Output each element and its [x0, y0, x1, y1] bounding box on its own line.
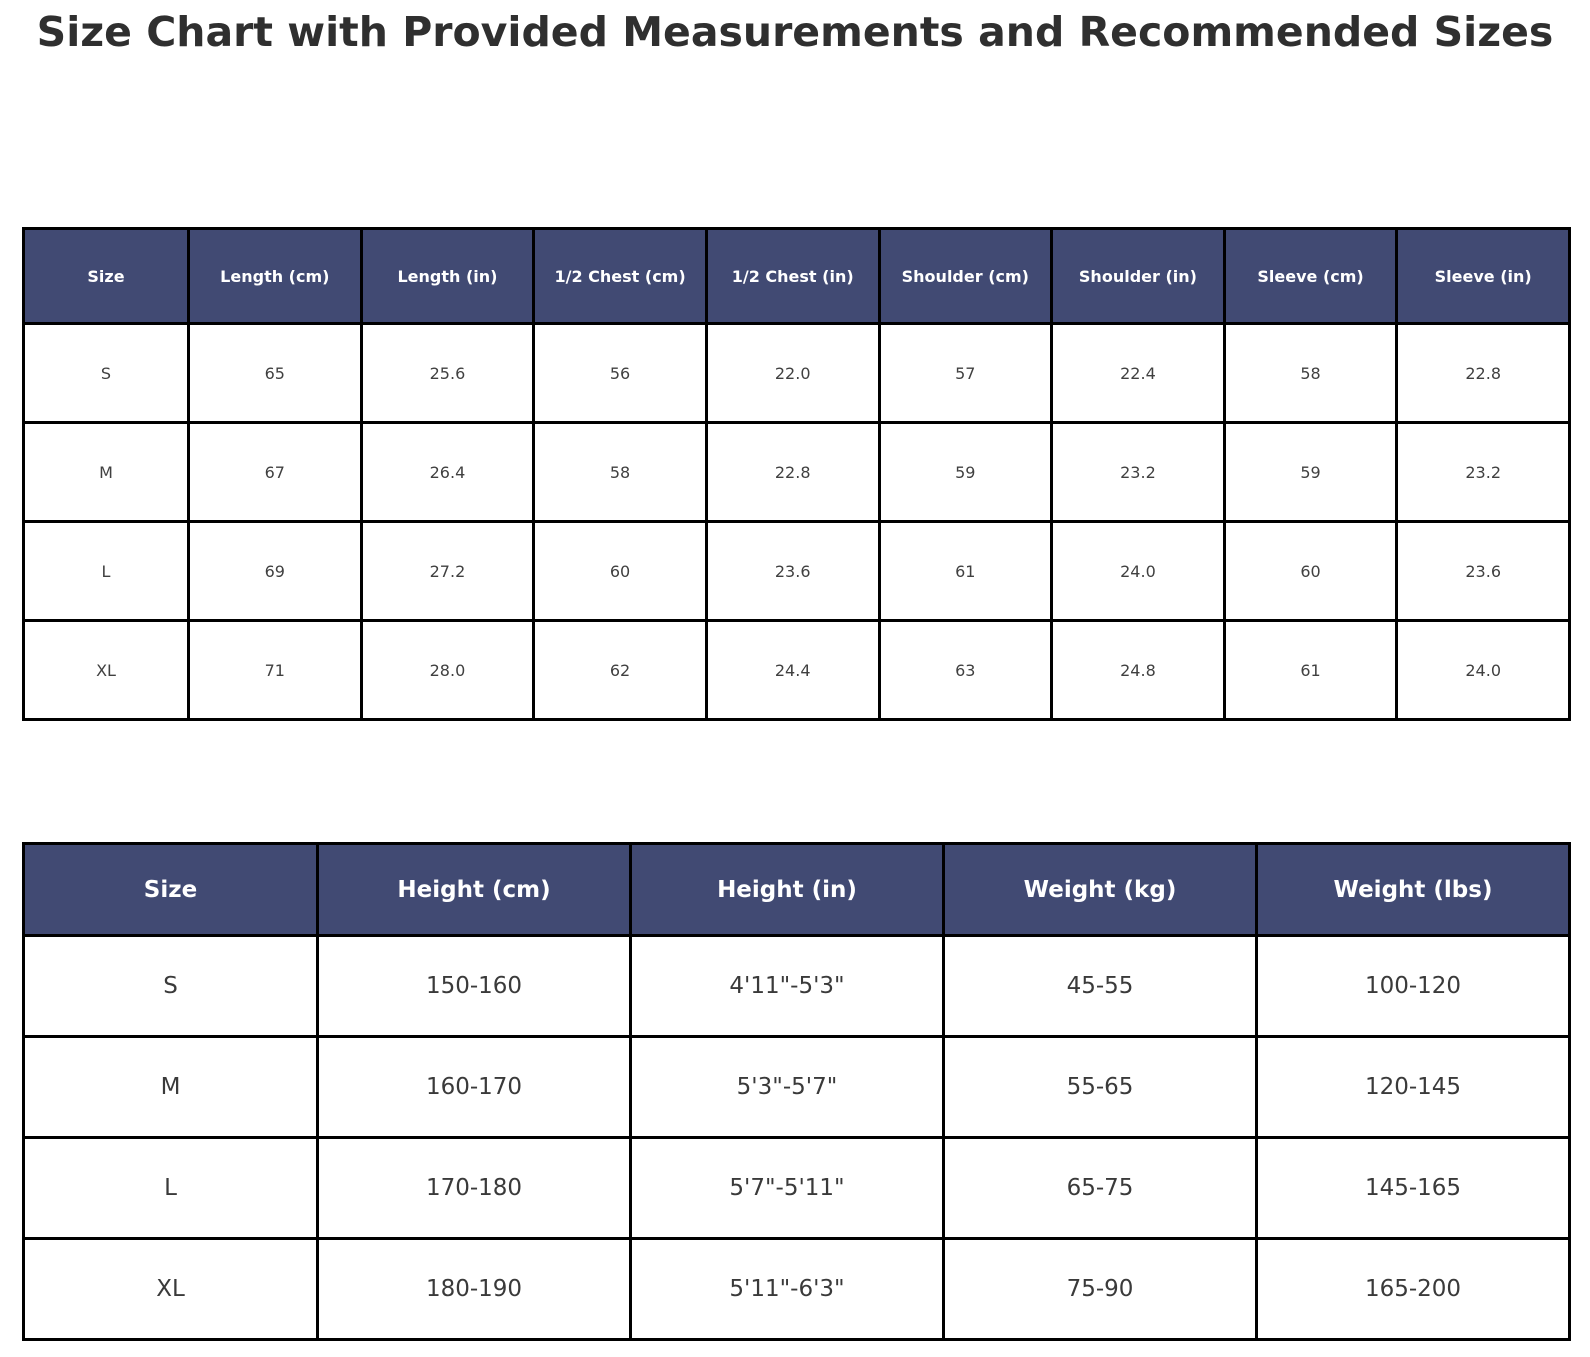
size-cell: M	[22, 421, 190, 523]
value-cell: 26.4	[359, 421, 536, 523]
size-cell: M	[22, 1035, 319, 1139]
column-header: Length (in)	[359, 227, 536, 325]
value-cell: 60	[1222, 520, 1399, 622]
value-cell: 160-170	[316, 1035, 632, 1139]
value-cell: 59	[877, 421, 1054, 523]
value-cell: 22.8	[704, 421, 881, 523]
column-header: Shoulder (in)	[1050, 227, 1226, 325]
value-cell: 4'11"-5'3"	[629, 934, 945, 1038]
value-cell: 24.0	[1395, 619, 1571, 721]
value-cell: 180-190	[316, 1237, 632, 1341]
value-cell: 65-75	[942, 1136, 1258, 1240]
value-cell: 61	[1222, 619, 1399, 721]
value-cell: 57	[877, 322, 1054, 424]
value-cell: 24.8	[1050, 619, 1226, 721]
value-cell: 71	[187, 619, 363, 721]
value-cell: 5'7"-5'11"	[629, 1136, 945, 1240]
size-cell: XL	[22, 619, 190, 721]
header-row: Size Height (cm) Height (in) Weight (kg) Wei…	[22, 842, 1571, 937]
value-cell: 23.2	[1395, 421, 1571, 523]
table-row: S 150-160 4'11"-5'3" 45-55 100-120	[22, 934, 1571, 1038]
value-cell: 63	[877, 619, 1054, 721]
column-header: Weight (kg)	[942, 842, 1258, 937]
value-cell: 5'3"-5'7"	[629, 1035, 945, 1139]
size-cell: L	[22, 1136, 319, 1240]
value-cell: 25.6	[359, 322, 536, 424]
header-row: Size Length (cm) Length (in) 1/2 Chest (cm)…	[22, 227, 1571, 325]
column-header: Weight (lbs)	[1255, 842, 1571, 937]
value-cell: 61	[877, 520, 1054, 622]
column-header: Size	[22, 227, 190, 325]
column-header: Height (in)	[629, 842, 945, 937]
value-cell: 65	[187, 322, 363, 424]
table-row: XL 180-190 5'11"-6'3" 75-90 165-200	[22, 1237, 1571, 1341]
value-cell: 22.8	[1395, 322, 1571, 424]
value-cell: 145-165	[1255, 1136, 1571, 1240]
value-cell: 27.2	[359, 520, 536, 622]
value-cell: 28.0	[359, 619, 536, 721]
size-cell: S	[22, 934, 319, 1038]
value-cell: 55-65	[942, 1035, 1258, 1139]
size-cell: L	[22, 520, 190, 622]
column-header: Size	[22, 842, 319, 937]
measurements-table: Size Length (cm) Length (in) 1/2 Chest (cm)…	[22, 227, 1571, 721]
table-row: XL 71 28.0 62 24.4 63 24.8 61 24.0	[22, 619, 1571, 721]
column-header: 1/2 Chest (cm)	[532, 227, 708, 325]
value-cell: 100-120	[1255, 934, 1571, 1038]
column-header: Length (cm)	[187, 227, 363, 325]
value-cell: 23.6	[1395, 520, 1571, 622]
column-header: 1/2 Chest (in)	[704, 227, 881, 325]
column-header: Sleeve (cm)	[1222, 227, 1399, 325]
measurements-table-header: Size Length (cm) Length (in) 1/2 Chest (cm)…	[22, 227, 1571, 325]
table-row: M 67 26.4 58 22.8 59 23.2 59 23.2	[22, 421, 1571, 523]
value-cell: 58	[532, 421, 708, 523]
value-cell: 24.0	[1050, 520, 1226, 622]
value-cell: 150-160	[316, 934, 632, 1038]
page-title: Size Chart with Provided Measurements an…	[36, 8, 1554, 56]
value-cell: 23.2	[1050, 421, 1226, 523]
table-row: L 170-180 5'7"-5'11" 65-75 145-165	[22, 1136, 1571, 1240]
recommended-sizes-table: Size Height (cm) Height (in) Weight (kg) Wei…	[22, 842, 1571, 1341]
value-cell: 69	[187, 520, 363, 622]
value-cell: 5'11"-6'3"	[629, 1237, 945, 1341]
value-cell: 120-145	[1255, 1035, 1571, 1139]
value-cell: 165-200	[1255, 1237, 1571, 1341]
value-cell: 67	[187, 421, 363, 523]
value-cell: 75-90	[942, 1237, 1258, 1341]
column-header: Shoulder (cm)	[877, 227, 1054, 325]
recommended-sizes-table-body: S 150-160 4'11"-5'3" 45-55 100-120 M 160-170 5'…	[22, 934, 1571, 1341]
value-cell: 170-180	[316, 1136, 632, 1240]
value-cell: 60	[532, 520, 708, 622]
recommended-sizes-table-header: Size Height (cm) Height (in) Weight (kg) Wei…	[22, 842, 1571, 937]
table-row: M 160-170 5'3"-5'7" 55-65 120-145	[22, 1035, 1571, 1139]
size-cell: S	[22, 322, 190, 424]
value-cell: 45-55	[942, 934, 1258, 1038]
measurements-table-body: S 65 25.6 56 22.0 57 22.4 58 22.8 M 67 26.4 58 22.8 59…	[22, 322, 1571, 721]
size-cell: XL	[22, 1237, 319, 1341]
value-cell: 23.6	[704, 520, 881, 622]
value-cell: 24.4	[704, 619, 881, 721]
column-header: Sleeve (in)	[1395, 227, 1571, 325]
value-cell: 59	[1222, 421, 1399, 523]
value-cell: 22.4	[1050, 322, 1226, 424]
table-row: S 65 25.6 56 22.0 57 22.4 58 22.8	[22, 322, 1571, 424]
table-row: L 69 27.2 60 23.6 61 24.0 60 23.6	[22, 520, 1571, 622]
value-cell: 62	[532, 619, 708, 721]
value-cell: 56	[532, 322, 708, 424]
value-cell: 58	[1222, 322, 1399, 424]
value-cell: 22.0	[704, 322, 881, 424]
column-header: Height (cm)	[316, 842, 632, 937]
